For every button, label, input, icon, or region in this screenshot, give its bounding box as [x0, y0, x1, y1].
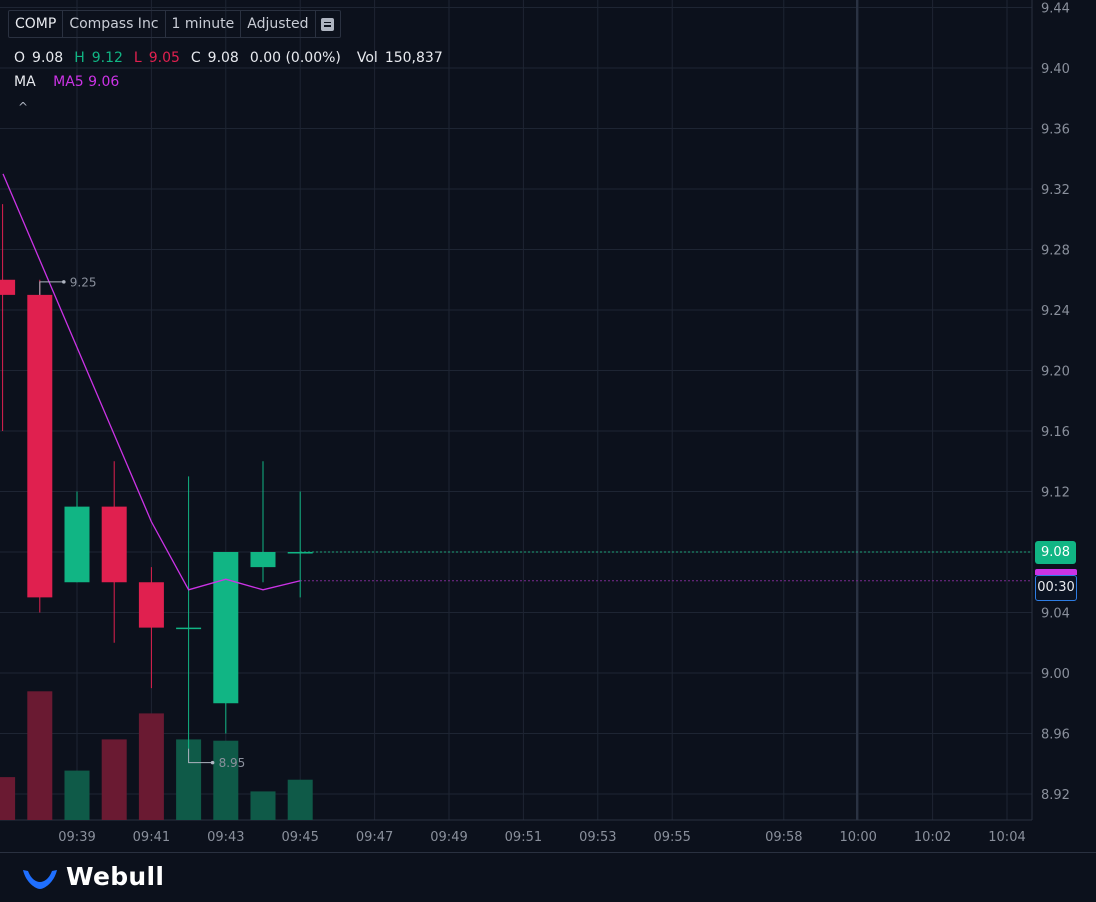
y-tick-label: 9.44	[1041, 2, 1070, 17]
x-tick-label: 09:49	[430, 830, 467, 845]
y-tick-label: 9.12	[1041, 486, 1070, 501]
y-tick-label: 8.92	[1041, 788, 1070, 803]
low-label: L	[133, 50, 142, 66]
webull-logo[interactable]: Webull	[22, 862, 164, 891]
volume-bar	[250, 791, 276, 820]
adjustment-selector[interactable]: Adjusted	[241, 11, 316, 37]
chevron-up-icon[interactable]: ^	[18, 100, 29, 114]
volume-bar	[287, 779, 313, 820]
webull-wordmark: Webull	[66, 862, 165, 891]
open-value: 9.08	[32, 50, 64, 66]
x-tick-label: 09:51	[505, 830, 542, 845]
y-tick-label: 8.96	[1041, 728, 1070, 743]
x-tick-label: 09:58	[765, 830, 802, 845]
y-tick-label: 9.32	[1041, 183, 1070, 198]
open-label: O	[14, 50, 26, 66]
candle-body	[176, 627, 202, 630]
close-label: C	[190, 50, 201, 66]
change-value: 0.00 (0.00%)	[249, 50, 341, 66]
footer-divider	[0, 852, 1096, 853]
x-tick-label: 10:00	[839, 830, 876, 845]
extreme-marker-dot	[210, 760, 215, 765]
candle-body	[213, 552, 239, 704]
symbol-header: COMP Compass Inc 1 minute Adjusted	[8, 10, 341, 38]
volume-bar	[138, 713, 164, 820]
x-tick-label: 09:41	[133, 830, 170, 845]
candle-body	[64, 506, 90, 583]
extreme-marker-line	[188, 748, 213, 764]
candle-body	[101, 506, 127, 583]
ohlc-readout: O 9.08 H 9.12 L 9.05 C 9.08 0.00 (0.00%)…	[14, 50, 454, 66]
x-tick-label: 09:39	[58, 830, 95, 845]
symbol-ticker[interactable]: COMP	[9, 11, 64, 37]
interval-selector[interactable]: 1 minute	[166, 11, 242, 37]
extreme-marker-line	[39, 281, 64, 295]
candle-body	[27, 294, 53, 598]
volume-label: Vol	[356, 50, 378, 66]
volume-bar	[64, 770, 90, 820]
close-value: 9.08	[207, 50, 239, 66]
volume-bar	[27, 691, 53, 820]
y-tick-label: 9.40	[1041, 62, 1070, 77]
y-tick-label: 9.24	[1041, 304, 1070, 319]
low-value: 9.05	[148, 50, 180, 66]
x-tick-label: 09:53	[579, 830, 616, 845]
high-value: 9.12	[91, 50, 123, 66]
countdown-tag: 00:30	[1035, 569, 1077, 601]
x-tick-label: 09:43	[207, 830, 244, 845]
x-tick-label: 10:04	[988, 830, 1025, 845]
list-icon[interactable]	[316, 11, 340, 37]
y-tick-label: 9.28	[1041, 244, 1070, 259]
x-tick-label: 09:45	[281, 830, 318, 845]
candle-body	[138, 582, 164, 628]
y-tick-label: 9.16	[1041, 425, 1070, 440]
high-label: H	[74, 50, 85, 66]
extreme-marker-label: 9.25	[70, 275, 97, 289]
ma-readout: MA MA5 9.06	[14, 74, 119, 90]
volume-bar	[101, 739, 127, 820]
y-tick-label: 9.04	[1041, 607, 1070, 622]
x-tick-label: 09:47	[356, 830, 393, 845]
extreme-marker-dot	[62, 280, 66, 284]
x-tick-label: 09:55	[653, 830, 690, 845]
extreme-marker-label: 8.95	[219, 756, 246, 770]
candle-body	[250, 552, 276, 568]
y-tick-label: 9.20	[1041, 365, 1070, 380]
volume-bar	[213, 740, 239, 820]
ma5-value: MA5 9.06	[53, 74, 120, 90]
y-tick-label: 9.00	[1041, 667, 1070, 682]
webull-logo-icon	[23, 869, 57, 889]
y-tick-label: 9.36	[1041, 123, 1070, 138]
company-name: Compass Inc	[63, 11, 166, 37]
candle-body	[0, 279, 16, 295]
volume-value: 150,837	[384, 50, 443, 66]
ma-label: MA	[14, 74, 36, 90]
volume-bar	[0, 777, 16, 820]
candle-body	[287, 552, 313, 554]
last-price-tag: 9.08	[1035, 541, 1076, 564]
ma5-line	[2, 173, 301, 591]
x-tick-label: 10:02	[914, 830, 951, 845]
